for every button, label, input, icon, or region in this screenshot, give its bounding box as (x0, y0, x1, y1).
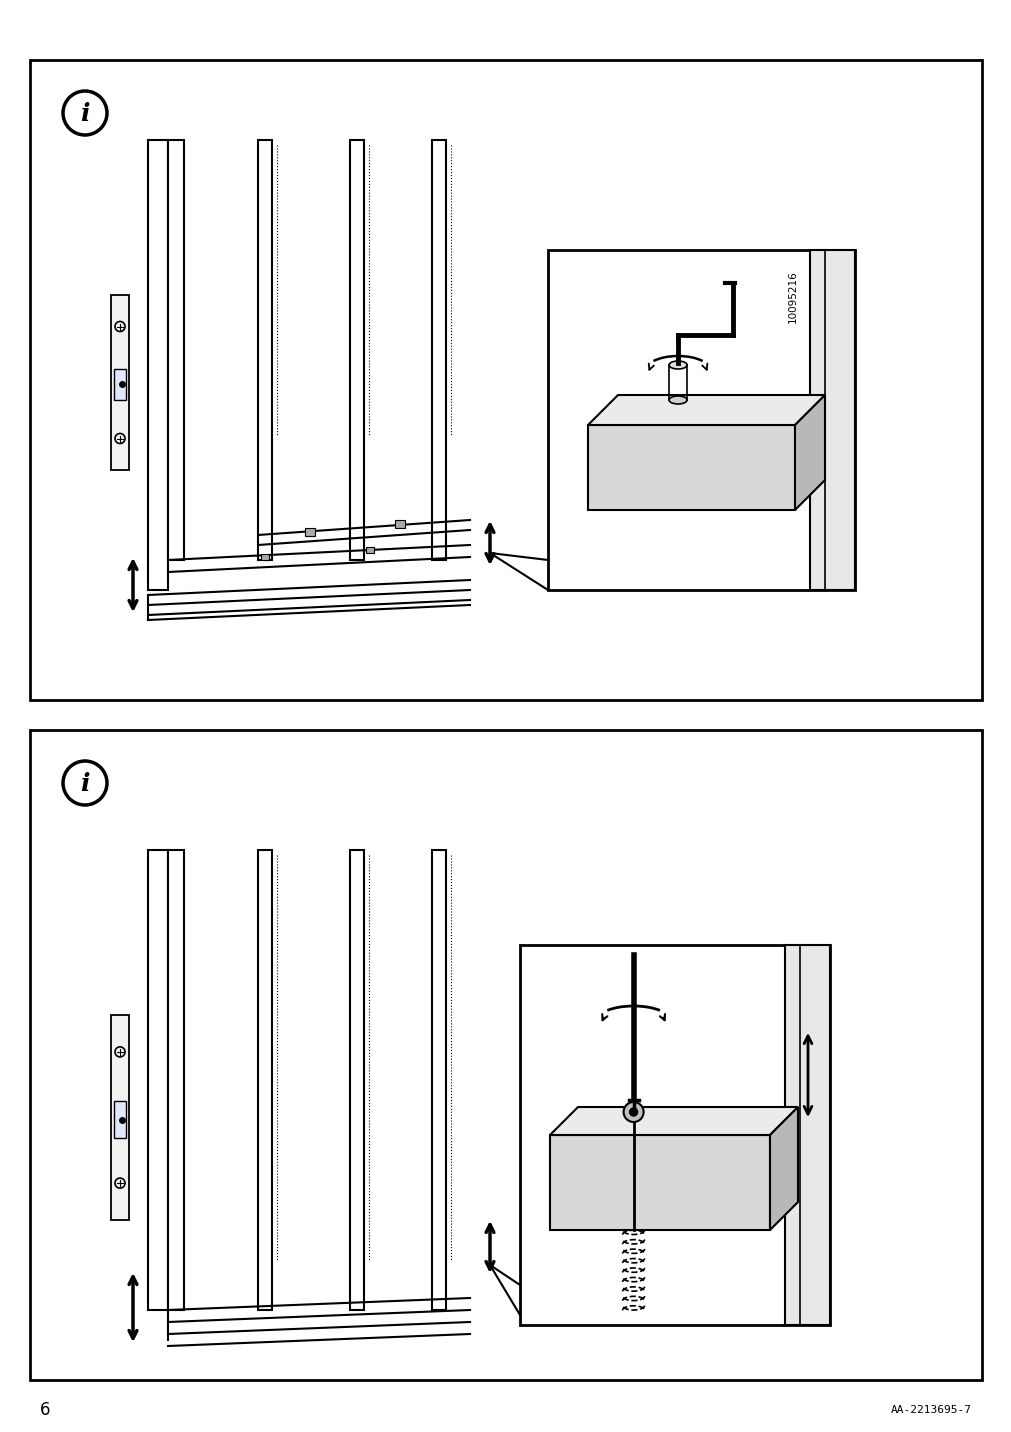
Bar (809, 251, 854, 590)
Bar (30, 730, 981, 1380)
Bar (111, 1015, 128, 1220)
Bar (261, 554, 269, 560)
Bar (113, 1101, 126, 1138)
Bar (394, 520, 404, 528)
Bar (258, 140, 272, 560)
Bar (548, 251, 854, 590)
Circle shape (623, 1103, 643, 1123)
Ellipse shape (668, 397, 686, 404)
Ellipse shape (668, 361, 686, 369)
Bar (785, 945, 829, 1325)
Text: 6: 6 (40, 1400, 51, 1419)
Bar (432, 140, 446, 560)
Bar (113, 368, 126, 400)
Circle shape (629, 1108, 637, 1116)
Bar (304, 528, 314, 536)
Bar (148, 140, 168, 590)
Polygon shape (587, 425, 795, 510)
Bar (111, 295, 128, 470)
Polygon shape (587, 395, 824, 425)
Text: AA-2213695-7: AA-2213695-7 (890, 1405, 971, 1415)
Bar (258, 851, 272, 1310)
Bar (432, 851, 446, 1310)
Bar (148, 851, 168, 1310)
Text: 10095216: 10095216 (788, 271, 798, 322)
Bar (30, 60, 981, 700)
Polygon shape (795, 395, 824, 510)
Bar (168, 140, 184, 560)
Polygon shape (549, 1136, 769, 1230)
Text: i: i (80, 772, 90, 796)
Bar (366, 547, 374, 553)
Bar (350, 851, 364, 1310)
Polygon shape (769, 1107, 798, 1230)
Bar (168, 851, 184, 1310)
Bar (520, 945, 829, 1325)
Text: i: i (80, 102, 90, 126)
Polygon shape (549, 1107, 798, 1136)
Bar (350, 140, 364, 560)
